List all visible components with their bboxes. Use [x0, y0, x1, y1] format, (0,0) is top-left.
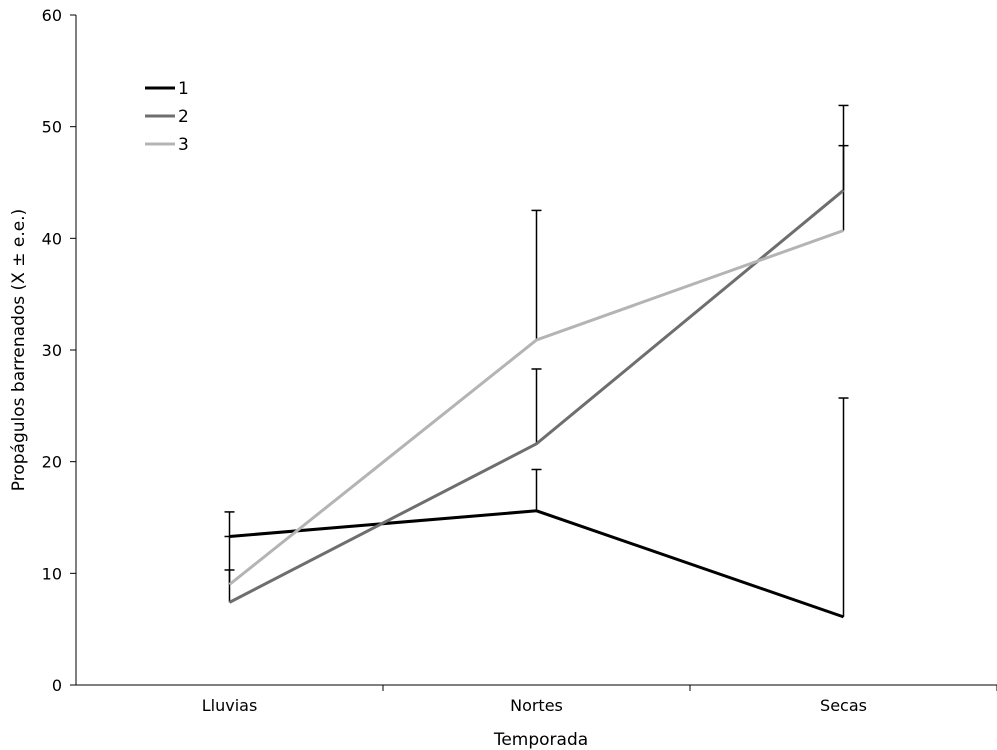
legend-label-2: 2 — [178, 107, 189, 127]
legend-label-3: 3 — [178, 135, 189, 155]
legend-label-1: 1 — [178, 79, 189, 99]
y-tick-label: 20 — [42, 453, 62, 472]
series-line-3 — [228, 229, 845, 586]
axes — [70, 14, 997, 691]
x-tick-label: Nortes — [510, 696, 563, 715]
y-tick-label: 40 — [42, 229, 62, 248]
error-bars — [224, 104, 849, 617]
x-axis-title: Temporada — [493, 730, 588, 750]
y-tick-label: 10 — [42, 564, 62, 583]
y-axis-title: Propágulos barrenados (X ± e.e.) — [9, 209, 29, 491]
legend: 1 2 3 — [145, 79, 189, 155]
y-tick-label: 60 — [42, 6, 62, 25]
tick-labels: 0 10 20 30 40 50 60 Lluvias Nortes Secas — [42, 6, 867, 715]
x-tick-label: Secas — [820, 696, 867, 715]
y-tick-label: 50 — [42, 118, 62, 137]
series-line-2 — [228, 189, 845, 604]
y-tick-label: 0 — [52, 676, 62, 695]
y-tick-label: 30 — [42, 341, 62, 360]
series-lines — [228, 189, 845, 619]
x-tick-label: Lluvias — [202, 696, 258, 715]
series-line-1 — [229, 509, 844, 619]
